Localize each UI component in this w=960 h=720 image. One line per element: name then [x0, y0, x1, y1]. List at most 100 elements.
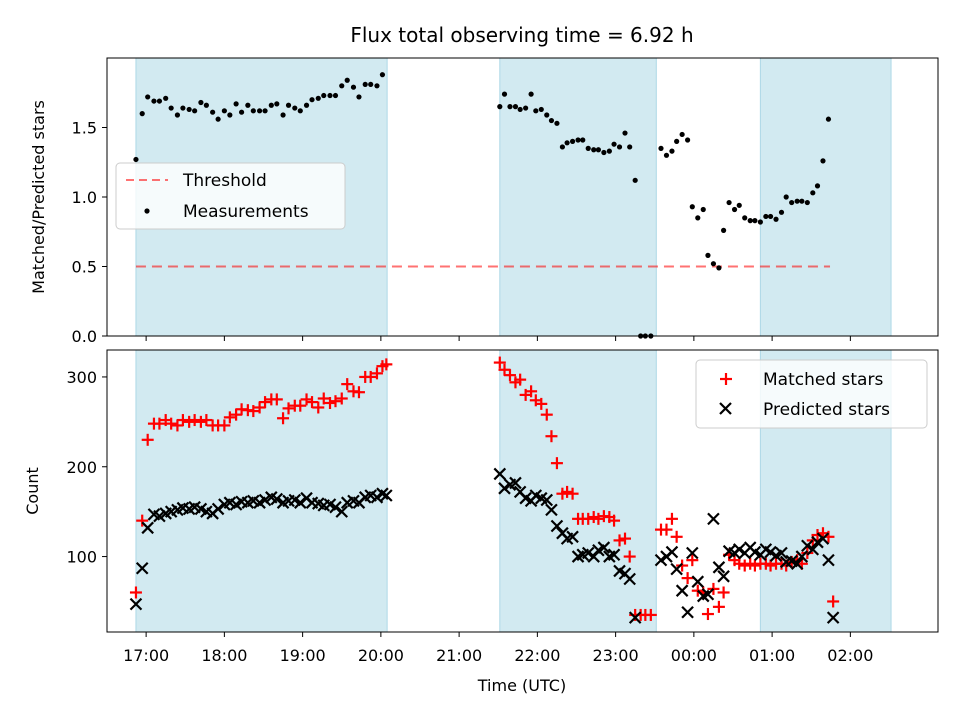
measurement-point: [689, 204, 695, 210]
matched-star-point: [535, 397, 548, 410]
predicted-star-point: [764, 545, 777, 559]
measurement-point: [559, 144, 566, 150]
x-tick-label: 20:00: [358, 646, 404, 665]
x-tick-label: 17:00: [123, 646, 169, 665]
top-x-ticks: [145, 336, 851, 341]
predicted-star-point: [581, 546, 595, 560]
predicted-star-point: [493, 467, 507, 481]
shaded-interval-1: [499, 349, 657, 633]
measurement-point: [145, 94, 151, 100]
x-tick-label: 22:00: [514, 646, 560, 665]
predicted-star-point: [545, 503, 558, 517]
predicted-star-point: [822, 553, 835, 567]
legend-predicted-label: Predicted stars: [763, 400, 890, 420]
matched-star-point: [545, 430, 558, 443]
matched-star-point: [183, 415, 196, 428]
matched-star-point: [701, 608, 714, 621]
matched-star-point: [738, 559, 751, 572]
predicted-star-point: [628, 611, 642, 624]
predicted-star-point: [270, 492, 284, 506]
measurement-point: [726, 199, 732, 206]
predicted-star-point: [801, 539, 814, 553]
measurement-points: [133, 72, 832, 339]
measurement-point: [280, 112, 286, 118]
measurement-point: [215, 116, 221, 122]
matched-star-point: [317, 392, 330, 405]
predicted-star-point: [498, 482, 511, 495]
measurement-point: [528, 91, 534, 97]
measurement-point: [256, 108, 263, 114]
predicted-stars-points: [129, 467, 840, 624]
measurement-point: [512, 104, 519, 110]
predicted-star-point: [681, 605, 694, 619]
matched-star-point: [712, 600, 725, 613]
bottom-y-axis-label: Count: [23, 467, 42, 515]
measurement-point: [569, 138, 576, 144]
bottom-axes-frame: [106, 349, 939, 633]
measurement-point: [674, 138, 680, 144]
matched-star-point: [748, 559, 761, 572]
measurement-point: [685, 137, 691, 143]
x-tick-label: 19:00: [280, 646, 326, 665]
measurement-point: [810, 190, 816, 196]
measurement-point: [227, 112, 233, 118]
x-tick-label: 23:00: [593, 646, 639, 665]
measurement-point: [742, 215, 748, 221]
measurement-point: [309, 97, 315, 103]
predicted-star-point: [129, 597, 143, 611]
matched-star-point: [129, 586, 142, 599]
x-tick-label: 01:00: [749, 646, 795, 665]
measurement-point: [501, 91, 508, 97]
matched-star-point: [364, 370, 377, 383]
matched-star-point: [670, 530, 683, 543]
predicted-star-point: [826, 611, 840, 624]
measurement-point: [250, 108, 256, 114]
measurement-point: [245, 102, 251, 108]
measurement-point: [580, 137, 586, 143]
matched-star-point: [141, 433, 154, 446]
y-tick-label: 1.0: [72, 188, 97, 207]
matched-star-point: [306, 396, 319, 409]
matched-star-point: [176, 414, 189, 427]
measurement-point: [379, 72, 386, 78]
measurement-point: [658, 145, 664, 151]
measurement-point: [825, 116, 832, 122]
measurement-point: [362, 81, 368, 88]
matched-star-point: [282, 402, 295, 415]
predicted-star-point: [701, 588, 715, 601]
matched-star-point: [733, 557, 746, 570]
measurement-point: [327, 92, 333, 99]
predicted-star-point: [806, 543, 820, 556]
measurement-point: [705, 252, 711, 258]
matched-star-point: [194, 415, 207, 428]
predicted-star-point: [566, 530, 579, 544]
matched-star-point: [136, 514, 149, 527]
y-tick-label: 200: [66, 458, 97, 477]
matched-star-point: [352, 386, 365, 399]
predicted-star-point: [707, 512, 720, 526]
measurement-point: [783, 194, 789, 200]
predicted-star-point: [795, 550, 809, 563]
matched-stars-points: [129, 356, 840, 621]
measurement-point: [752, 218, 758, 224]
legend-matched-label: Matched stars: [763, 370, 883, 390]
measurement-point: [575, 137, 581, 143]
measurement-point: [151, 98, 157, 104]
measurement-point: [663, 152, 670, 158]
legend-predicted-swatch: [719, 402, 732, 415]
predicted-star-point: [509, 476, 522, 490]
measurement-point: [168, 105, 174, 111]
measurement-point: [799, 198, 805, 204]
measurement-point: [773, 216, 779, 222]
predicted-star-point: [675, 584, 689, 597]
matched-star-point: [801, 546, 814, 559]
matched-star-point: [498, 363, 511, 376]
matched-star-point: [341, 378, 354, 391]
measurement-point: [611, 141, 617, 147]
y-tick-label: 300: [66, 368, 97, 387]
measurement-point: [133, 156, 139, 163]
measurement-point: [285, 102, 292, 108]
matched-star-point: [717, 586, 730, 599]
matched-star-point: [608, 514, 621, 527]
predicted-star-point: [732, 543, 746, 556]
